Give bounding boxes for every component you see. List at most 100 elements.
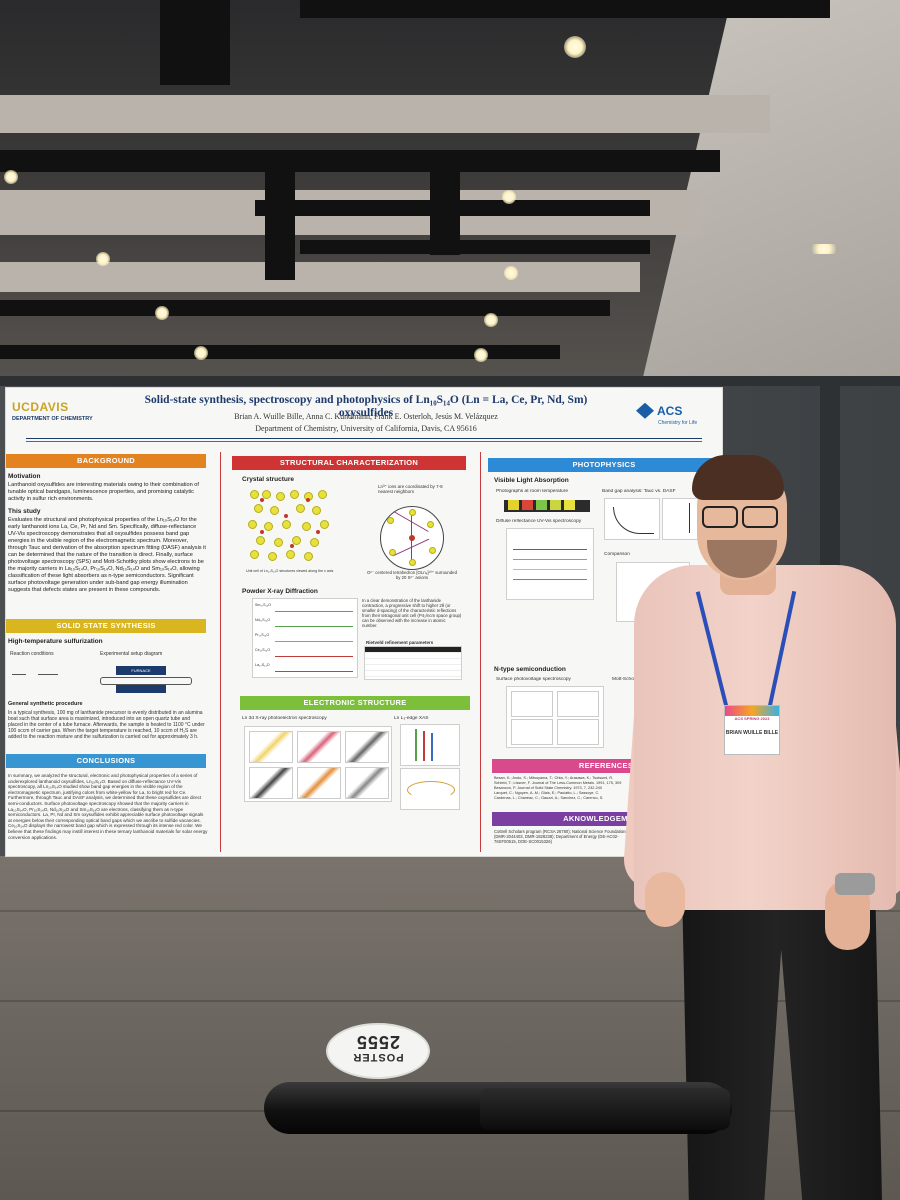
sps-panel <box>511 691 553 717</box>
reaction-arrow <box>38 674 58 675</box>
visible-absorption-heading: Visible Light Absorption <box>494 477 569 484</box>
oxygen-atom <box>260 530 264 534</box>
sample-swatch <box>508 500 519 510</box>
section-header-structural: STRUCTURAL CHARACTERIZATION <box>232 456 466 470</box>
ceiling-soffit <box>0 95 770 133</box>
sulfur-atom <box>254 504 263 513</box>
quartz-tube <box>100 677 192 685</box>
oxygen-atom <box>260 498 264 502</box>
sulfur-atom <box>429 547 436 554</box>
reaction-scheme <box>10 660 80 694</box>
sample-swatch <box>536 500 547 510</box>
reference-item: Cardenas, L.; Chanéac, C.; Gauzzi, A.; S… <box>494 796 604 800</box>
reference-item: Larquet, C.; Nguyen, A.-M.; Glais, E.; P… <box>494 791 600 795</box>
reference-item: Besancon, P. Journal of Solid State Chem… <box>494 786 602 790</box>
sulfur-atom <box>250 490 259 499</box>
name-badge: ACS SPRING 2023 BRIAN WUILLE BILLE <box>724 705 780 755</box>
sulfurization-heading: High-temperature sulfurization <box>8 638 103 645</box>
reference-item: Besan, K.; Ando, S.; Mitsuyama, T.; Ohta… <box>494 776 614 780</box>
ceiling-beam <box>0 300 610 316</box>
tetrahedron-figure <box>380 506 444 570</box>
acknowledgements-text: Cottrell Scholars program (RCSA 26780); … <box>494 829 628 844</box>
sulfur-atom <box>387 517 394 524</box>
floor-seam <box>0 1000 900 1002</box>
poster-authors: Brian A. Wuille Bille, Anna C. Kundmann,… <box>234 412 498 421</box>
ceiling-light <box>474 348 488 362</box>
university-name: UCDAVIS <box>12 400 69 414</box>
photographs-heading: Photographs at room temperature <box>496 489 568 494</box>
xrd-trace <box>275 641 353 642</box>
sulfur-atom <box>262 490 271 499</box>
column-divider <box>220 452 221 852</box>
coordination-note: Ln³⁺ ions are coordinated by 7-8 nearest… <box>378 484 443 494</box>
drs-trace <box>513 569 587 570</box>
xas-peak <box>431 733 433 761</box>
floor-sign-label: POSTER <box>352 1051 404 1063</box>
drs-trace <box>513 579 587 580</box>
section-header-background: BACKGROUND <box>6 454 206 468</box>
sps-figure-grid <box>506 686 604 748</box>
n-type-heading: N-type semiconduction <box>494 666 566 673</box>
band-gap-heading: Band gap analysis: Tauc vs. DASF <box>602 489 676 494</box>
ceiling-light <box>484 313 498 327</box>
board-frame <box>0 376 900 386</box>
sulfur-atom <box>248 520 257 529</box>
rietveld-table-header <box>365 647 461 652</box>
sulfur-atom <box>409 509 416 516</box>
acs-tagline: Chemistry for Life <box>658 420 698 426</box>
mott-schottky-heading: Mott-Schottky <box>612 677 642 682</box>
ceiling-light <box>504 266 518 280</box>
poster-number-floor-sign: POSTER 2555 <box>326 1023 430 1079</box>
sulfur-atom <box>282 520 291 529</box>
ceiling-light <box>564 36 586 58</box>
badge-event: ACS SPRING 2023 <box>734 716 770 721</box>
sulfur-atom <box>274 538 283 547</box>
xps-panel <box>345 731 389 763</box>
sample-swatch <box>564 500 575 510</box>
ceiling-beam <box>265 165 295 280</box>
drs-heading: Diffuse reflectance UV-Vis spectroscopy <box>496 519 582 524</box>
badge-header <box>725 706 779 716</box>
xrd-sample-label: Ce₁₀S₁₄O <box>255 648 271 652</box>
ceiling-soffit <box>0 262 640 292</box>
references-list: Besan, K.; Ando, S.; Mitsuyama, T.; Ohta… <box>494 776 694 801</box>
dasf-peak <box>689 503 690 533</box>
column-divider <box>480 452 481 852</box>
xrd-sample-label: La₁₀S₁₄O <box>255 663 270 667</box>
section-header-photophysics: PHOTOPHYSICS <box>488 458 720 472</box>
tauc-plot <box>604 498 660 540</box>
ceiling-beam <box>300 240 650 254</box>
floor-sign-number: 2555 <box>355 1032 401 1052</box>
poster-header: UCDAVIS DEPARTMENT OF CHEMISTRY Solid-st… <box>6 388 722 446</box>
xps-panel <box>249 767 293 799</box>
ceiling-light <box>194 346 208 360</box>
uc-davis-logo: UCDAVIS DEPARTMENT OF CHEMISTRY <box>12 400 122 422</box>
rietveld-table <box>364 646 462 680</box>
sample-photo-strip <box>504 500 590 512</box>
xrd-plot: Sm₁₀S₁₄O Nd₁₀S₁₄O Pr₁₀S₁₄O Ce₁₀S₁₄O La₁₀… <box>252 598 358 678</box>
presenter-hair <box>692 455 784 500</box>
badge-name: BRIAN WUILLE BILLE <box>725 730 779 736</box>
sulfur-atom <box>302 522 311 531</box>
xrd-trace <box>275 656 353 657</box>
xrd-trace <box>275 611 353 612</box>
xrd-note: In a clear demonstration of the lanthani… <box>362 598 462 628</box>
comparison-heading: Comparison <box>604 552 630 557</box>
setup-diagram-label: Experimental setup diagram <box>100 651 163 657</box>
sps-panel <box>557 719 599 745</box>
xps-figure-grid <box>244 726 392 802</box>
crystal-structure-heading: Crystal structure <box>242 476 295 483</box>
xas-peak <box>423 731 425 761</box>
oxygen-atom <box>306 498 310 502</box>
xas-heading: Ln L₃-edge XAS <box>394 716 429 721</box>
study-text: Evaluates the structural and photophysic… <box>8 517 206 593</box>
research-poster: UCDAVIS DEPARTMENT OF CHEMISTRY Solid-st… <box>6 388 722 856</box>
conclusions-text: In summary, we analyzed the structural, … <box>8 773 208 840</box>
xps-heading: Ln 3d X-ray photoelectron spectroscopy <box>242 716 327 721</box>
general-procedure-heading: General synthetic procedure <box>8 701 83 707</box>
unit-cell-caption: Unit cell of Ln₁₀S₁₄O structures viewed … <box>246 569 334 573</box>
sulfur-atom <box>292 536 301 545</box>
sulfur-atom <box>318 490 327 499</box>
sps-heading: Surface photovoltage spectroscopy <box>496 677 571 682</box>
motivation-heading: Motivation <box>8 473 41 480</box>
